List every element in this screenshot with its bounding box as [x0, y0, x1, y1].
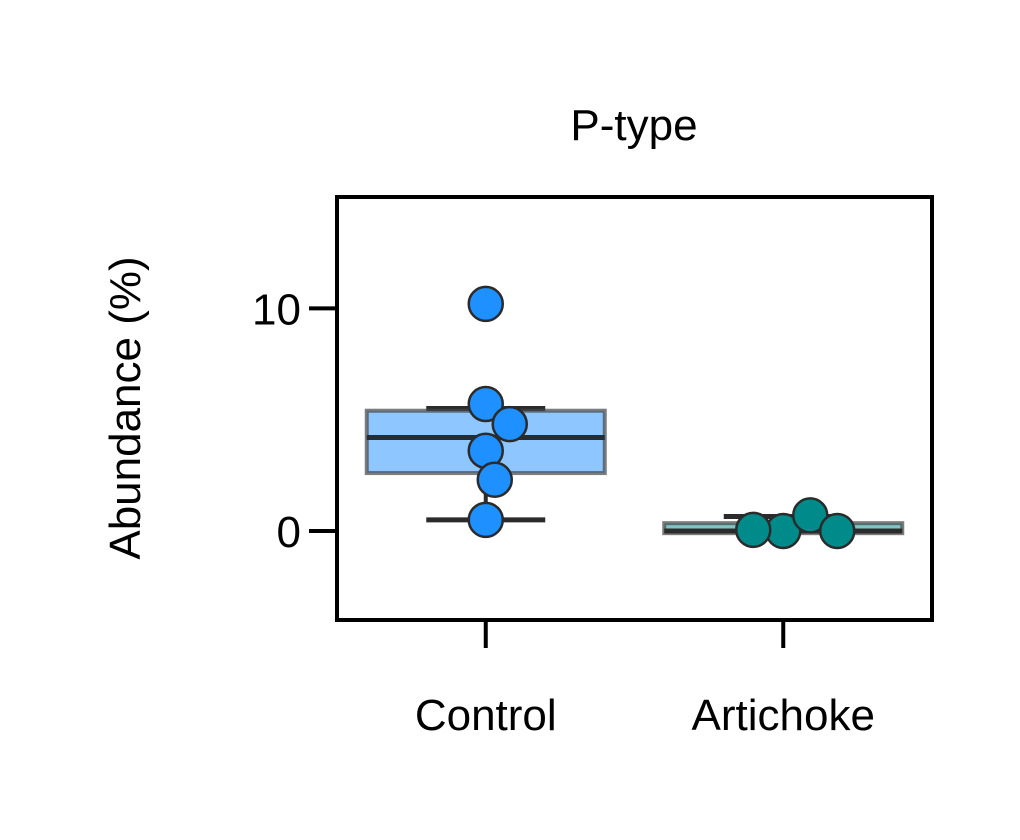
data-point: [735, 511, 772, 549]
x-tick-label: Artichoke: [692, 691, 875, 740]
data-point: [467, 385, 504, 423]
data-point: [467, 285, 504, 323]
y-tick-label: 10: [252, 285, 301, 334]
data-point: [476, 461, 513, 498]
data-point: [792, 497, 829, 534]
chart-title: P-type: [570, 101, 697, 150]
data-point: [467, 501, 504, 539]
plot-frame: [335, 195, 934, 622]
x-tick-label: Control: [415, 691, 557, 740]
y-tick-label: 0: [277, 508, 301, 557]
data-point: [819, 512, 856, 550]
y-axis-label: Abundance (%): [101, 256, 150, 559]
data-point: [491, 405, 528, 443]
